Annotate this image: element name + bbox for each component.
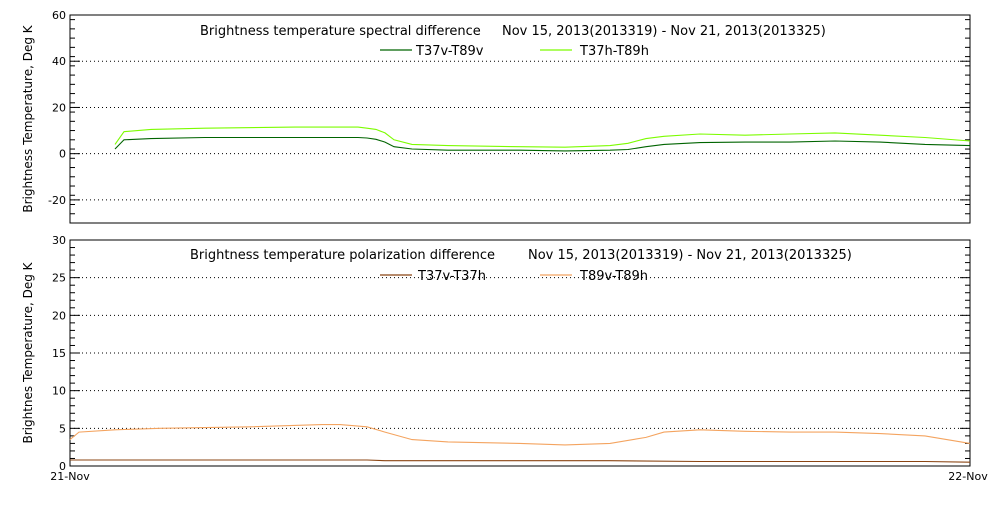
- top-y-tick-label: 60: [52, 9, 66, 22]
- top-series-line-2: [114, 126, 971, 148]
- bottom-y-tick-label: 25: [52, 272, 66, 285]
- bottom-y-tick-label: 20: [52, 309, 66, 322]
- top-series-line-1: [114, 136, 971, 152]
- top-legend-label-2: T37h-T89h: [579, 44, 649, 59]
- top-date-range: Nov 15, 2013(2013319) - Nov 21, 2013(201…: [502, 24, 826, 39]
- bottom-y-tick-label: 30: [52, 234, 66, 247]
- bottom-date-range: Nov 15, 2013(2013319) - Nov 21, 2013(201…: [528, 248, 852, 263]
- top-panel: -20 0 20 40 60 Brightness temperature spectr…: [21, 9, 971, 224]
- top-y-axis-label: Brightness Temperature, Deg K: [21, 24, 35, 212]
- bottom-y-tick-label: 15: [52, 347, 66, 360]
- top-y-tick-label: 20: [52, 101, 66, 114]
- x-tick-label-end: 22-Nov: [948, 470, 988, 483]
- bottom-series-line-1: [70, 459, 971, 463]
- x-tick-label-start: 21-Nov: [50, 470, 90, 483]
- bottom-legend-label-2: T89v-T89h: [579, 269, 648, 284]
- top-plot-frame: [69, 14, 971, 224]
- bottom-y-tick-label: 10: [52, 385, 66, 398]
- top-y-tick-label: -20: [48, 194, 66, 207]
- top-y-tick-label: 40: [52, 55, 66, 68]
- bottom-legend-label-1: T37v-T37h: [417, 269, 486, 284]
- bottom-series-line-2: [69, 424, 971, 446]
- bottom-panel: 0 5 10 15 20 25 30 Brightness temperature pola…: [21, 234, 988, 483]
- bottom-y-tick-label: 0: [59, 460, 66, 473]
- top-chart-title: Brightness temperature spectral differen…: [200, 24, 481, 39]
- top-legend-label-1: T37v-T89v: [415, 44, 484, 59]
- bottom-chart-title: Brightness temperature polarization diff…: [190, 248, 495, 263]
- bottom-y-axis-label: Brightnes Temperature, Deg K: [21, 261, 35, 443]
- bottom-y-tick-label: 5: [59, 422, 66, 435]
- top-y-tick-label: 0: [59, 148, 66, 161]
